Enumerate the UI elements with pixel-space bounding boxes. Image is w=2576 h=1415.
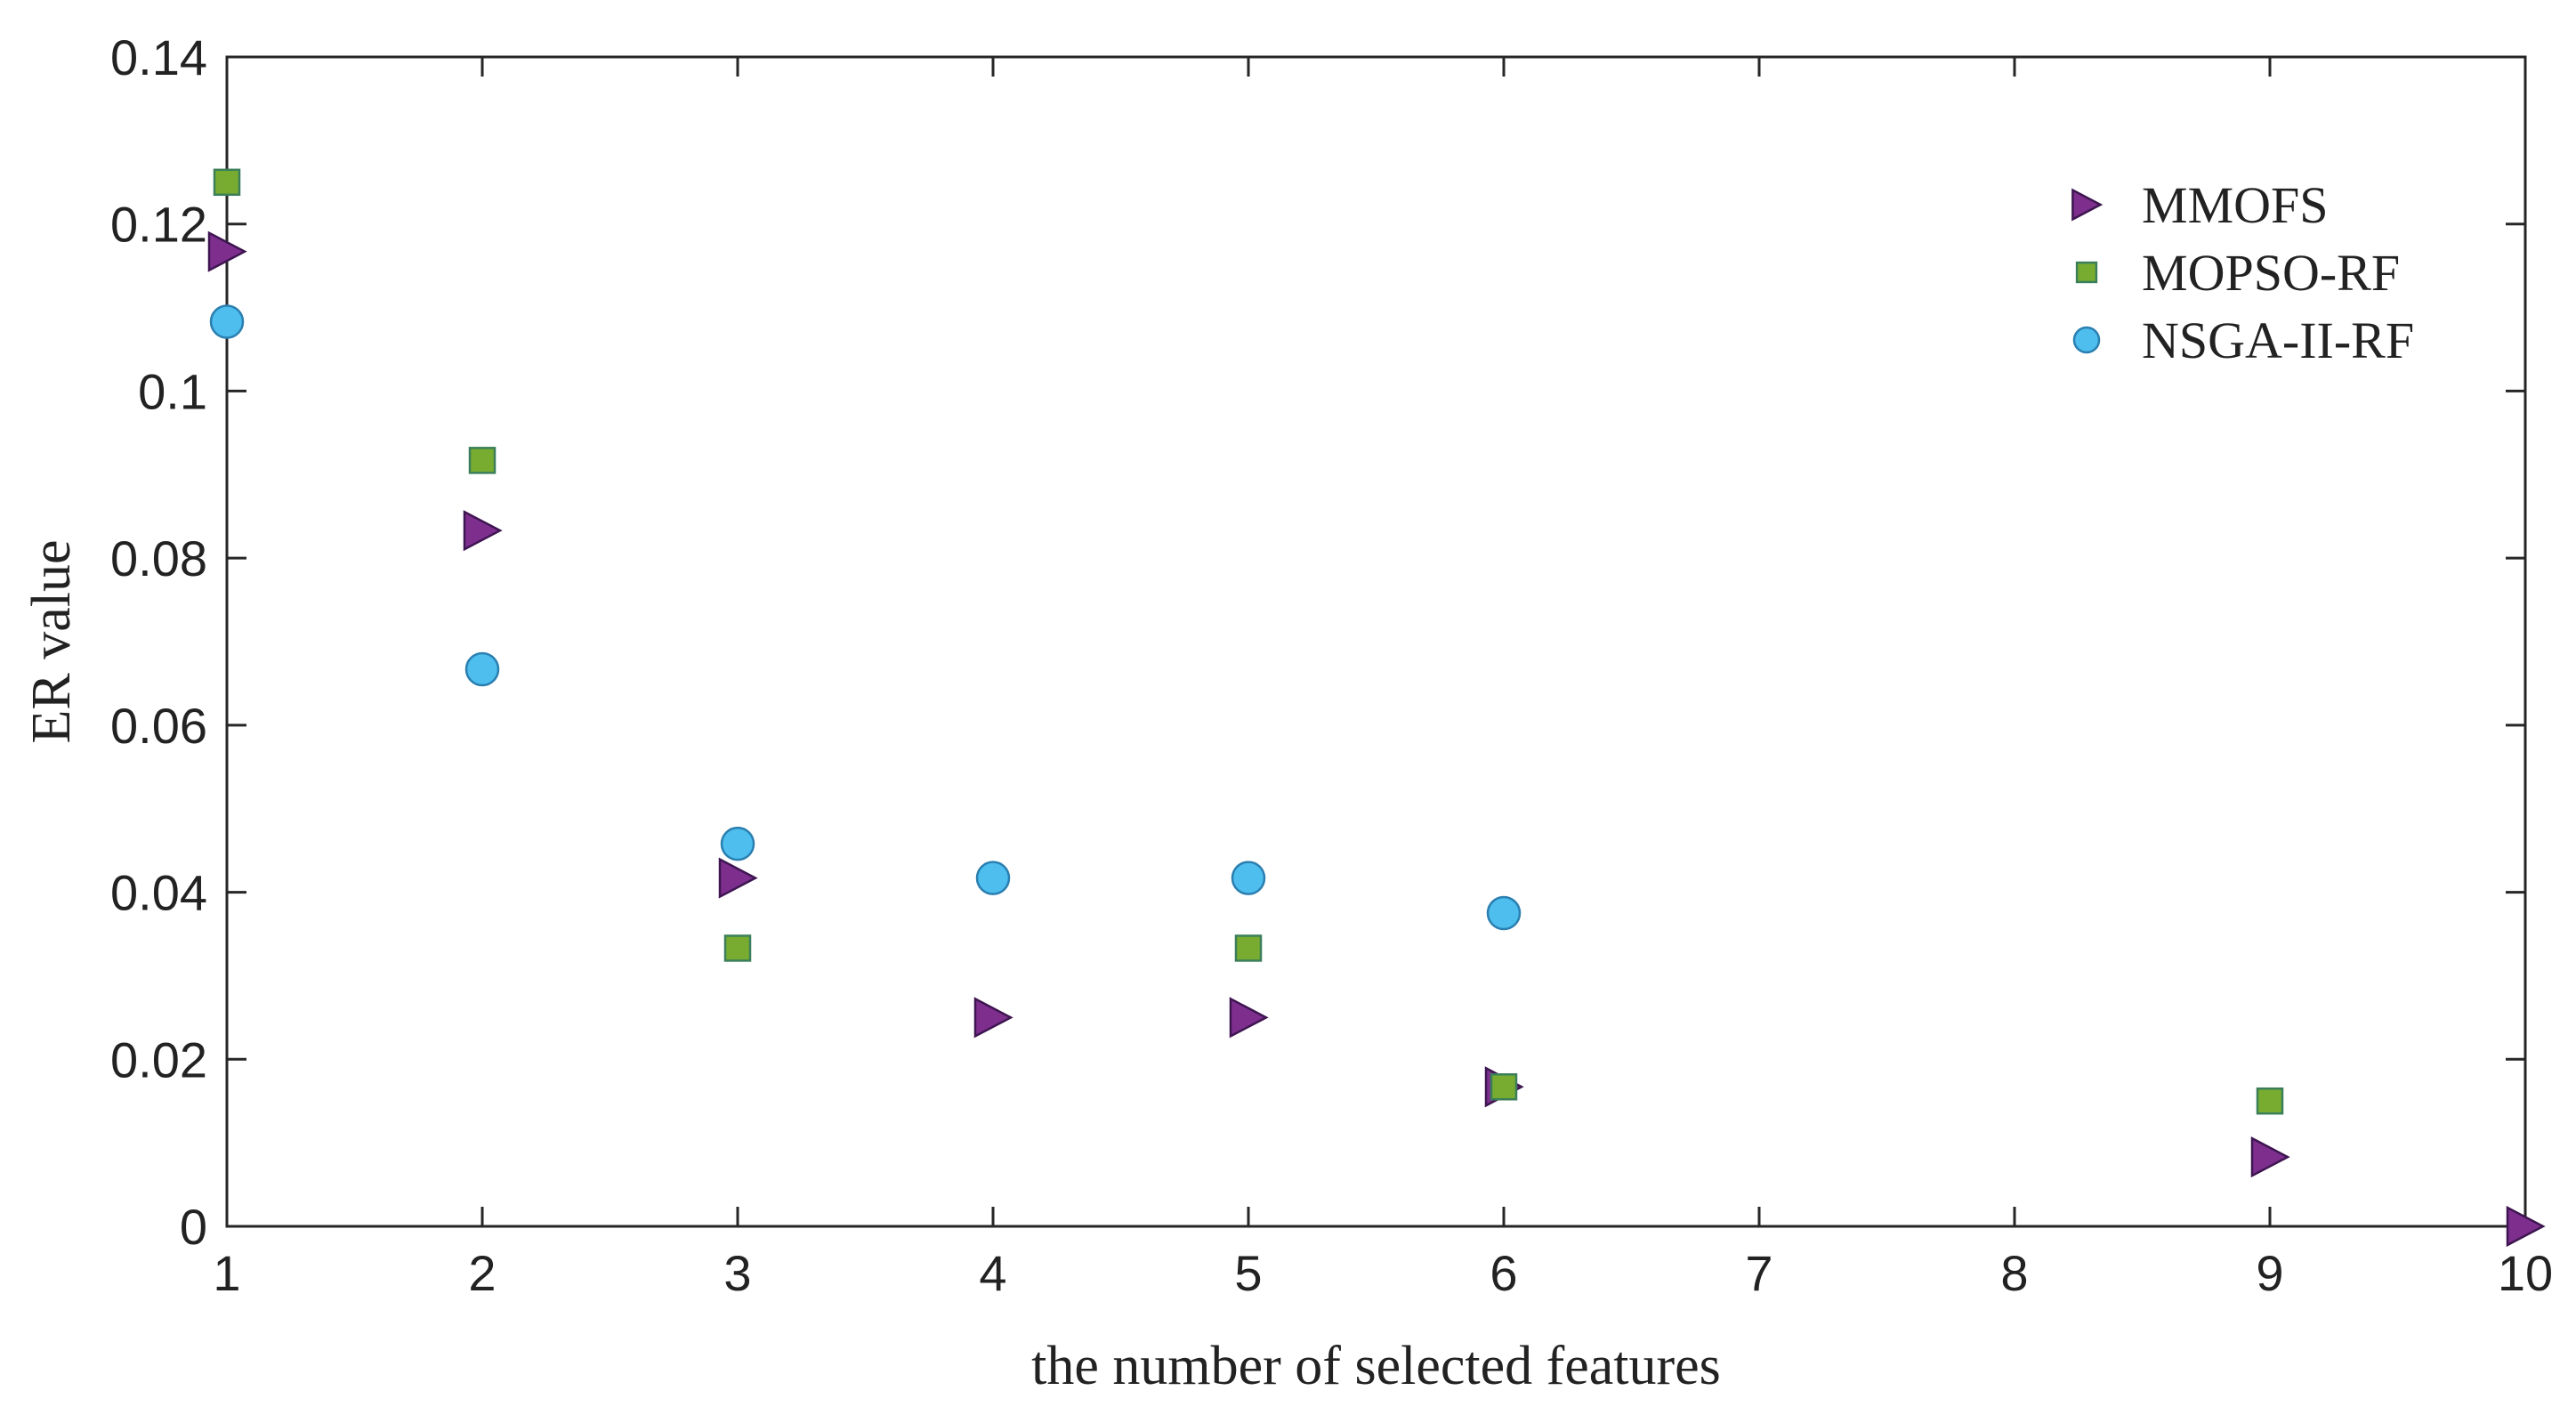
series-mopso-rf <box>213 168 2284 1115</box>
y-tick-label: 0.06 <box>110 698 207 754</box>
data-point <box>1234 934 1263 962</box>
data-point <box>464 651 500 687</box>
y-tick-label: 0 <box>180 1199 207 1255</box>
y-tick-label: 0.12 <box>110 197 207 253</box>
y-tick-label: 0.1 <box>138 363 207 419</box>
data-point <box>1490 1073 1518 1101</box>
data-point <box>468 447 497 474</box>
data-point <box>463 510 503 552</box>
data-point <box>2506 1205 2546 1248</box>
x-tick-label: 2 <box>468 1245 496 1301</box>
y-tick-label: 0.04 <box>110 865 207 921</box>
legend-marker <box>2075 261 2098 284</box>
x-tick-label: 3 <box>723 1245 751 1301</box>
data-point <box>2256 1087 2284 1115</box>
x-tick-label: 6 <box>1490 1245 1517 1301</box>
axes: 1 2 3 4 5 6 7 8 9 10 0 0.02 0.04 0.06 0.08 0.1 0.12 0.14 <box>110 29 2553 1301</box>
legend-label: MOPSO-RF <box>2142 244 2400 302</box>
data-points <box>207 168 2546 1248</box>
legend: MMOFS MOPSO-RF NSGA-II-RF <box>2071 176 2414 369</box>
data-point <box>1486 895 1522 931</box>
series-mmofs <box>207 230 2546 1248</box>
y-tick-label: 0.08 <box>110 530 207 586</box>
y-tick-label: 0.14 <box>110 29 207 85</box>
x-tick-label: 5 <box>1234 1245 1262 1301</box>
data-point <box>973 997 1013 1039</box>
axis-labels: the number of selected features ER value <box>21 540 1721 1397</box>
data-point <box>213 168 241 197</box>
data-point <box>207 230 247 272</box>
x-tick-label: 9 <box>2256 1245 2283 1301</box>
legend-marker <box>2071 188 2104 222</box>
legend-label: NSGA-II-RF <box>2142 311 2414 369</box>
series-nsga-ii-rf <box>209 304 1522 931</box>
legend-label: MMOFS <box>2142 176 2329 234</box>
y-axis-label: ER value <box>21 540 82 744</box>
x-axis-label: the number of selected features <box>1031 1336 1721 1396</box>
plot-frame <box>225 55 2527 1228</box>
data-point <box>718 857 758 899</box>
x-tick-label: 10 <box>2498 1245 2553 1301</box>
data-point <box>723 934 752 962</box>
x-tick-label: 7 <box>1745 1245 1773 1301</box>
legend-marker <box>2072 326 2101 354</box>
y-tick-label: 0.02 <box>110 1031 207 1088</box>
data-point <box>1231 861 1266 895</box>
x-tick-label: 8 <box>2000 1245 2028 1301</box>
x-tick-label: 4 <box>979 1245 1006 1301</box>
data-point <box>2250 1136 2290 1178</box>
x-tick-label: 1 <box>213 1245 240 1301</box>
data-point <box>1229 997 1269 1039</box>
data-point <box>209 304 245 339</box>
data-point <box>975 861 1011 895</box>
data-point <box>720 826 755 861</box>
